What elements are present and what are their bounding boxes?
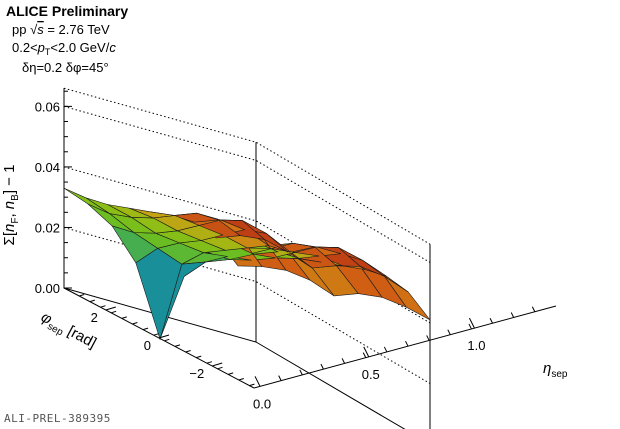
phi-minor-tick bbox=[196, 355, 202, 359]
phi-minor-tick bbox=[153, 333, 159, 336]
eta-minor-tick bbox=[531, 306, 536, 312]
phi-minor-tick bbox=[121, 316, 127, 319]
header-block: ALICE Preliminary pp √s = 2.76 TeV 0.2<p… bbox=[6, 3, 128, 75]
eta-axis-line bbox=[253, 305, 557, 389]
eta-major-tick bbox=[254, 376, 261, 387]
surface-mesh bbox=[63, 187, 431, 341]
phi-minor-tick bbox=[142, 327, 149, 331]
phi-minor-tick bbox=[100, 305, 106, 308]
header-pt-range: 0.2<pT<2.0 GeV/c bbox=[12, 40, 116, 57]
header-bins: δη=0.2 δφ=45° bbox=[22, 60, 109, 75]
header-title: ALICE Preliminary bbox=[6, 3, 128, 19]
eta-minor-tick bbox=[320, 363, 324, 370]
phi-minor-tick bbox=[217, 366, 223, 370]
phi-minor-tick bbox=[89, 299, 95, 303]
x-axis-label: ηsep bbox=[543, 360, 568, 380]
svg-text:ηsep: ηsep bbox=[543, 360, 568, 380]
eta-minor-tick bbox=[405, 340, 409, 347]
eta-minor-tick bbox=[362, 352, 367, 358]
phi-minor-tick bbox=[164, 338, 170, 342]
eta-minor-tick bbox=[383, 346, 388, 353]
eta-major-tick bbox=[469, 317, 475, 329]
eta-major-tick bbox=[363, 346, 370, 358]
z-tick-label: 0.00 bbox=[35, 281, 60, 296]
z-tick-label: 0.02 bbox=[35, 220, 60, 235]
eta-minor-tick bbox=[510, 312, 515, 318]
z-tick-label: 0.04 bbox=[35, 160, 60, 175]
z-tick-label: 0.06 bbox=[35, 99, 60, 114]
phi-minor-tick bbox=[249, 383, 255, 387]
phi-minor-tick bbox=[174, 344, 181, 347]
header-energy: pp √s = 2.76 TeV bbox=[12, 22, 110, 37]
phi-tick-label: −2 bbox=[189, 366, 204, 381]
figure-id: ALI-PREL-389395 bbox=[4, 412, 111, 425]
phi-tick-label: 0 bbox=[144, 338, 151, 353]
eta-minor-tick bbox=[278, 375, 282, 381]
surface-cell bbox=[63, 187, 110, 214]
phi-major-tick bbox=[158, 334, 170, 339]
phi-major-tick bbox=[212, 362, 223, 367]
phi-minor-tick bbox=[238, 378, 244, 381]
eta-minor-tick bbox=[341, 358, 346, 364]
phi-minor-tick bbox=[206, 361, 213, 364]
eta-tick-label: 0.5 bbox=[362, 367, 380, 382]
phi-minor-tick bbox=[110, 310, 117, 314]
phi-major-tick bbox=[105, 306, 116, 311]
phi-minor-tick bbox=[79, 294, 85, 297]
phi-minor-tick bbox=[132, 322, 138, 325]
phi-minor-tick bbox=[228, 372, 234, 375]
eta-minor-tick bbox=[447, 329, 451, 335]
eta-minor-tick bbox=[468, 323, 472, 330]
eta-tick-label: 1.0 bbox=[467, 338, 485, 353]
z-axis-label: Σ[nF, nB] − 1 bbox=[1, 165, 21, 246]
eta-minor-tick bbox=[426, 335, 430, 341]
phi-tick-label: 2 bbox=[91, 310, 98, 325]
phi-minor-tick bbox=[185, 350, 191, 353]
eta-minor-tick bbox=[299, 369, 303, 376]
back-wall-right bbox=[255, 244, 431, 429]
eta-minor-tick bbox=[489, 317, 494, 324]
axes: 0.00 0.02 0.04 0.06 2 0 −2 0.0 0.5 1.0 bbox=[35, 88, 557, 411]
svg-text:Σ[nF, nB] − 1: Σ[nF, nB] − 1 bbox=[1, 165, 21, 246]
eta-tick-label: 0.0 bbox=[253, 396, 271, 411]
